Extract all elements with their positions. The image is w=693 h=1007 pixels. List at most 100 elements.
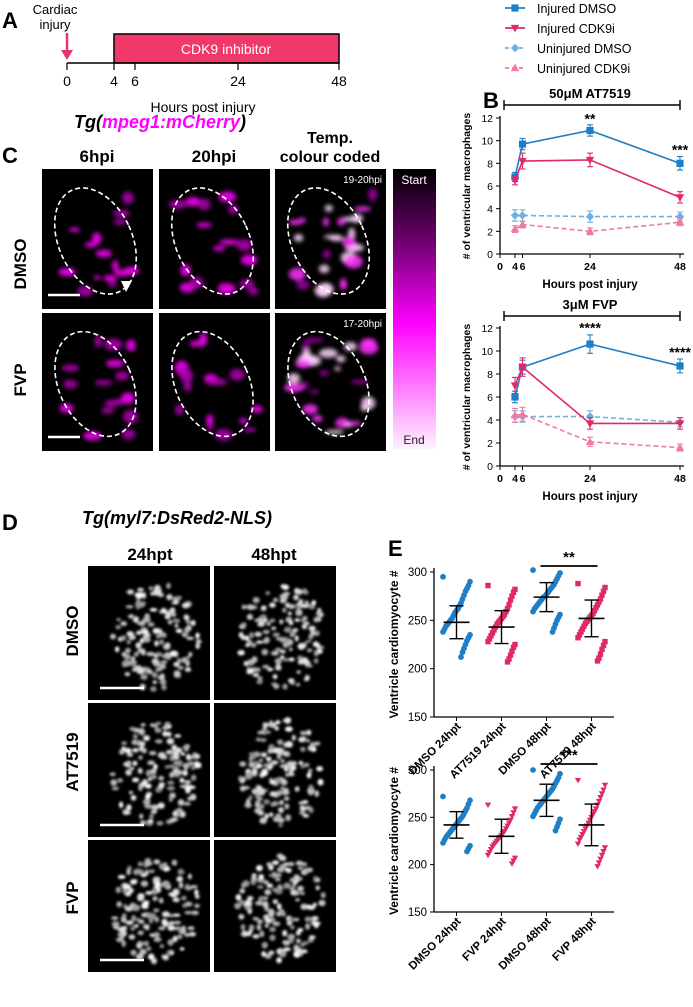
data-point [585, 820, 592, 827]
nucleus [275, 877, 281, 882]
nucleus [131, 662, 137, 668]
signal-blob [183, 380, 192, 392]
col-header-48hpt: 48hpt [251, 545, 297, 564]
nucleus [159, 944, 164, 948]
data-point [579, 626, 586, 632]
nucleus [283, 626, 292, 633]
nucleus [178, 881, 184, 889]
data-point [502, 826, 510, 832]
nucleus [183, 614, 189, 618]
signal-blob [319, 348, 338, 358]
data-point [596, 599, 602, 605]
nucleus [306, 648, 313, 653]
signal-blob [91, 232, 102, 245]
data-point [530, 567, 536, 573]
nucleus [246, 669, 254, 675]
nucleus [272, 674, 278, 680]
nucleus [242, 880, 250, 888]
nucleus [122, 888, 129, 894]
y-axis-label: # of ventricular macrophages [461, 113, 473, 260]
data-point [597, 795, 604, 801]
data-point [580, 829, 588, 835]
nucleus [156, 634, 161, 639]
x-tick-label: 4 [512, 261, 518, 273]
nucleus [271, 760, 279, 765]
signal-blob [218, 191, 237, 203]
nucleus [125, 647, 131, 654]
col-header-temp-line1: Temp. [307, 130, 353, 147]
ventricle-outline [54, 330, 137, 438]
signal-blob [94, 275, 101, 280]
data-point [598, 852, 606, 859]
data-point [530, 813, 536, 820]
signal-blob [206, 414, 214, 426]
nucleus [176, 810, 181, 817]
nucleus [162, 730, 168, 737]
data-point [506, 602, 512, 608]
nucleus [153, 859, 161, 865]
data-point [494, 621, 500, 627]
nucleus [167, 731, 172, 737]
significance-label: ** [585, 111, 596, 127]
nucleus [154, 640, 159, 647]
nucleus [140, 649, 146, 656]
nucleus [133, 616, 139, 623]
nucleus [274, 873, 282, 878]
y-tick-label: 4 [487, 415, 493, 427]
panel-letter-e: E [388, 536, 403, 561]
nucleus [121, 741, 127, 745]
nucleus [141, 779, 148, 785]
data-point [440, 839, 446, 846]
nucleus [282, 591, 290, 597]
chart-e-fvp: 150 200 250 300 Ventricle cardiomyocyte # DMS… [387, 747, 614, 972]
nucleus [184, 910, 193, 915]
nucleus [313, 875, 318, 883]
signal-blob [347, 420, 362, 426]
signal-blob [122, 409, 139, 424]
ventricle-outline [53, 187, 138, 295]
nucleus [261, 648, 269, 656]
signal-blob [337, 217, 346, 226]
nucleus [308, 625, 316, 632]
signal-blob [229, 368, 245, 381]
nucleus [168, 796, 173, 803]
nucleus [316, 765, 324, 772]
macrophage-signal [168, 191, 259, 296]
nucleus [175, 747, 183, 754]
nucleus [152, 895, 158, 902]
nucleus [297, 642, 306, 650]
nucleus [304, 674, 310, 681]
nucleus [274, 657, 283, 664]
nucleus [161, 609, 168, 614]
nucleus [260, 752, 268, 758]
colorbar [393, 169, 436, 449]
nucleus [172, 754, 180, 760]
data-point [486, 849, 493, 856]
colorbar-end-label: End [403, 433, 424, 447]
nucleus [154, 661, 161, 667]
x-tick-label: 4 [512, 473, 518, 485]
nucleus [298, 736, 305, 743]
nucleus [276, 903, 282, 910]
nucleus [259, 930, 265, 938]
nucleus [149, 933, 155, 937]
nucleus [161, 911, 170, 918]
chart-title: 50μM AT7519 [549, 86, 631, 101]
nucleus [136, 868, 145, 876]
signal-blob [112, 260, 119, 272]
nucleus [264, 953, 270, 959]
signal-blob [302, 404, 318, 415]
significance-label: **** [579, 320, 601, 336]
nucleus [288, 768, 294, 774]
nucleus [297, 866, 304, 871]
y-tick-label: 2 [487, 226, 493, 238]
nucleus [275, 720, 281, 725]
data-point [510, 644, 517, 651]
col-header-24hpt: 24hpt [127, 545, 173, 564]
signal-blob [189, 340, 204, 347]
nucleus [246, 771, 252, 778]
y-tick-label: 6 [487, 181, 493, 193]
nucleus [185, 659, 190, 667]
data-point [599, 646, 605, 653]
ventricle-outline [170, 187, 255, 295]
